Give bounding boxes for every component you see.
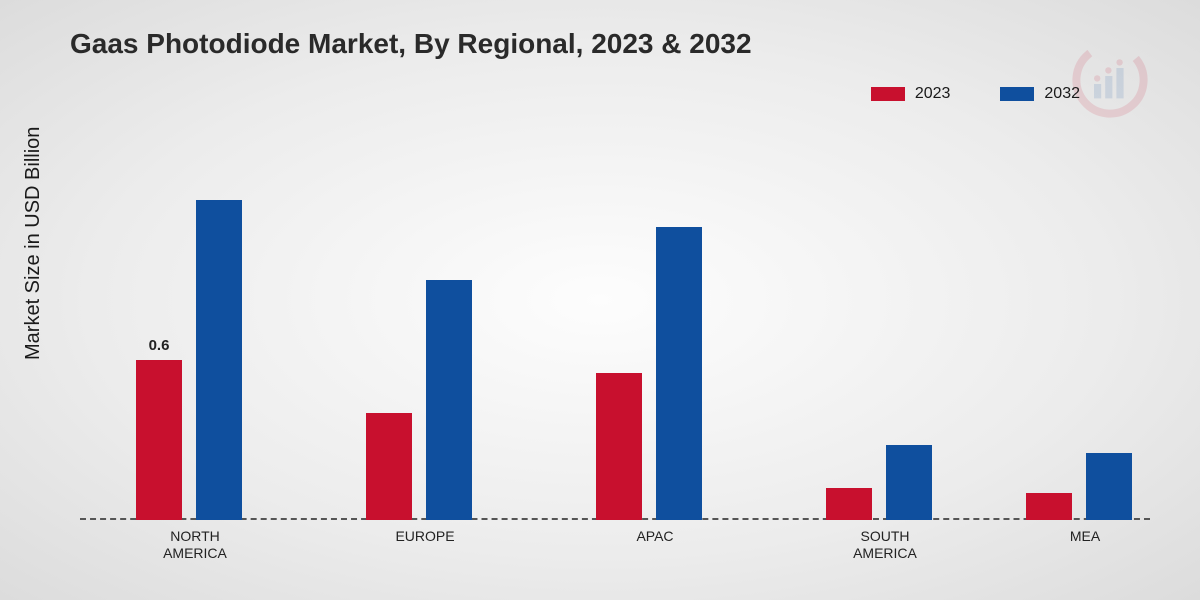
- chart-plot-area: 0.6NORTHAMERICAEUROPEAPACSOUTHAMERICAMEA: [80, 160, 1150, 520]
- bar-2032: [656, 227, 702, 520]
- bar-2032: [1086, 453, 1132, 520]
- category-label: EUROPE: [340, 528, 510, 545]
- category-label: MEA: [1000, 528, 1170, 545]
- legend-swatch-2023: [871, 87, 905, 101]
- bar-2032: [426, 280, 472, 520]
- y-axis-label: Market Size in USD Billion: [22, 127, 45, 360]
- bar-2023: [826, 488, 872, 520]
- bar-group: SOUTHAMERICA: [800, 160, 970, 520]
- bar-group: MEA: [1000, 160, 1170, 520]
- bar-2023: [136, 360, 182, 520]
- bar-2023: [366, 413, 412, 520]
- bar-value-label: 0.6: [149, 337, 170, 354]
- legend-swatch-2032: [1000, 87, 1034, 101]
- bar-2023: [596, 373, 642, 520]
- legend: 2023 2032: [871, 85, 1080, 103]
- chart-title: Gaas Photodiode Market, By Regional, 202…: [70, 28, 752, 60]
- legend-label-2023: 2023: [915, 85, 951, 103]
- logo-watermark-icon: [1070, 40, 1150, 120]
- legend-item-2023: 2023: [871, 85, 951, 103]
- legend-item-2032: 2032: [1000, 85, 1080, 103]
- bar-2032: [196, 200, 242, 520]
- bar-group: 0.6NORTHAMERICA: [110, 160, 280, 520]
- bar-group: APAC: [570, 160, 740, 520]
- category-label: SOUTHAMERICA: [800, 528, 970, 562]
- bar-2023: [1026, 493, 1072, 520]
- bar-2032: [886, 445, 932, 520]
- category-label: APAC: [570, 528, 740, 545]
- bar-group: EUROPE: [340, 160, 510, 520]
- legend-label-2032: 2032: [1044, 85, 1080, 103]
- category-label: NORTHAMERICA: [110, 528, 280, 562]
